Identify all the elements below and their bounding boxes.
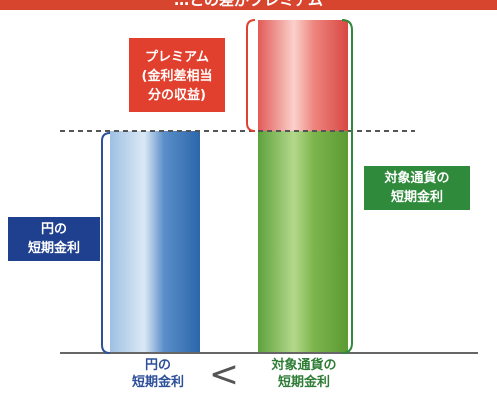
less-than-symbol: <	[204, 354, 244, 396]
yen-rate-bracket	[102, 133, 110, 353]
yen-axis-label-line-1: 円の	[108, 357, 208, 374]
target-rate-callout: 対象通貨の 短期金利	[364, 166, 470, 210]
yen-rate-callout: 円の 短期金利	[8, 217, 100, 261]
premium-callout-line-2: (金利差相当	[142, 67, 213, 86]
premium-bracket	[247, 20, 255, 131]
target-axis-label-line-1: 対象通貨の	[244, 357, 364, 374]
target-axis-label-line-2: 短期金利	[244, 374, 364, 391]
yen-axis-label-line-2: 短期金利	[108, 374, 208, 391]
premium-callout: プレミアム (金利差相当 分の収益)	[129, 38, 225, 112]
premium-callout-line-3: 分の収益)	[148, 86, 206, 105]
premium-callout-line-1: プレミアム	[145, 48, 209, 67]
yen-rate-callout-line-2: 短期金利	[28, 239, 80, 258]
target-rate-callout-line-2: 短期金利	[391, 188, 443, 207]
yen-axis-label: 円の 短期金利	[108, 357, 208, 391]
yen-rate-callout-line-1: 円の	[41, 220, 67, 239]
target-rate-callout-line-1: 対象通貨の	[384, 169, 449, 188]
target-rate-bracket	[342, 20, 352, 353]
target-axis-label: 対象通貨の 短期金利	[244, 357, 364, 391]
